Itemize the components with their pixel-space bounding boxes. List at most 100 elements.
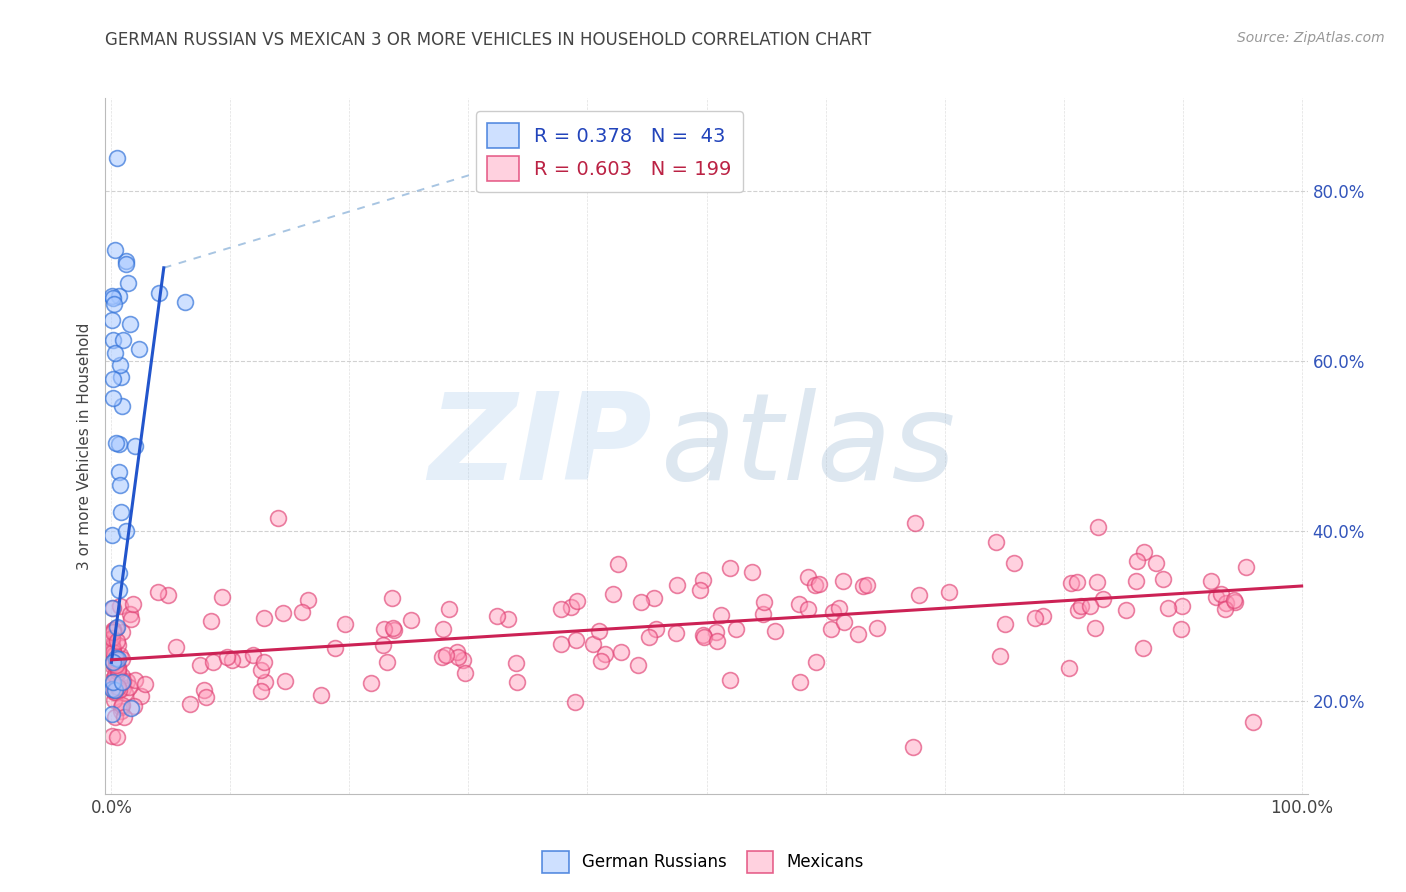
Point bbox=[108, 599, 131, 614]
Point bbox=[108, 359, 131, 373]
Point bbox=[103, 682, 125, 697]
Point bbox=[852, 579, 875, 593]
Point bbox=[148, 286, 170, 301]
Point bbox=[704, 624, 727, 639]
Point bbox=[105, 620, 128, 634]
Point bbox=[105, 676, 128, 690]
Point bbox=[274, 674, 297, 689]
Point bbox=[120, 700, 142, 714]
Point bbox=[115, 254, 138, 268]
Point bbox=[250, 664, 273, 678]
Point bbox=[1225, 594, 1247, 608]
Point bbox=[375, 655, 398, 669]
Text: GERMAN RUSSIAN VS MEXICAN 3 OR MORE VEHICLES IN HOUSEHOLD CORRELATION CHART: GERMAN RUSSIAN VS MEXICAN 3 OR MORE VEHI… bbox=[105, 31, 872, 49]
Point bbox=[105, 659, 128, 673]
Point bbox=[105, 663, 128, 677]
Point bbox=[111, 698, 134, 712]
Legend: German Russians, Mexicans: German Russians, Mexicans bbox=[536, 845, 870, 880]
Point bbox=[637, 630, 659, 644]
Point bbox=[101, 645, 124, 659]
Point bbox=[593, 647, 616, 661]
Point bbox=[588, 624, 610, 639]
Point bbox=[1032, 608, 1054, 623]
Point bbox=[101, 372, 124, 386]
Point bbox=[108, 566, 131, 580]
Point bbox=[627, 657, 650, 672]
Point bbox=[101, 646, 124, 660]
Point bbox=[101, 707, 124, 722]
Point bbox=[1087, 575, 1109, 590]
Point bbox=[506, 674, 529, 689]
Point bbox=[200, 614, 222, 628]
Point bbox=[789, 674, 811, 689]
Point bbox=[485, 609, 508, 624]
Point bbox=[101, 675, 124, 690]
Point bbox=[108, 648, 131, 663]
Point bbox=[446, 645, 468, 659]
Point bbox=[107, 665, 129, 679]
Point bbox=[103, 333, 125, 347]
Point bbox=[117, 276, 139, 290]
Point bbox=[333, 616, 356, 631]
Point bbox=[297, 593, 319, 607]
Point bbox=[194, 690, 217, 704]
Point bbox=[128, 343, 150, 357]
Point bbox=[101, 729, 124, 743]
Point bbox=[665, 625, 688, 640]
Point bbox=[101, 625, 124, 640]
Point bbox=[706, 634, 728, 648]
Point bbox=[108, 478, 131, 492]
Point bbox=[105, 436, 128, 450]
Point bbox=[165, 640, 187, 655]
Point bbox=[101, 391, 124, 405]
Point bbox=[430, 649, 453, 664]
Point bbox=[1057, 661, 1080, 675]
Point bbox=[1084, 621, 1107, 635]
Point bbox=[107, 289, 129, 303]
Text: atlas: atlas bbox=[661, 387, 956, 505]
Point bbox=[103, 243, 125, 257]
Point bbox=[856, 578, 879, 592]
Point bbox=[105, 730, 128, 744]
Point bbox=[107, 660, 129, 674]
Point bbox=[1060, 576, 1083, 591]
Point bbox=[806, 655, 828, 669]
Point bbox=[103, 296, 125, 310]
Point bbox=[103, 693, 125, 707]
Point bbox=[101, 656, 124, 670]
Point bbox=[120, 607, 142, 621]
Point bbox=[104, 346, 127, 360]
Point bbox=[104, 653, 127, 667]
Point bbox=[1171, 599, 1194, 614]
Point bbox=[1087, 520, 1109, 534]
Point bbox=[104, 683, 127, 698]
Point bbox=[111, 624, 134, 639]
Point bbox=[796, 601, 818, 615]
Point bbox=[105, 676, 128, 690]
Point bbox=[211, 590, 233, 604]
Point bbox=[110, 700, 132, 714]
Legend: R = 0.378   N =  43, R = 0.603   N = 199: R = 0.378 N = 43, R = 0.603 N = 199 bbox=[475, 112, 744, 193]
Point bbox=[807, 577, 830, 591]
Point bbox=[111, 681, 134, 695]
Point bbox=[901, 740, 924, 755]
Point bbox=[103, 684, 125, 698]
Point bbox=[454, 666, 477, 681]
Point bbox=[550, 637, 572, 651]
Point bbox=[645, 622, 668, 636]
Point bbox=[101, 640, 124, 655]
Point bbox=[101, 673, 124, 688]
Point bbox=[101, 632, 124, 646]
Point bbox=[104, 685, 127, 699]
Point bbox=[1144, 557, 1167, 571]
Point bbox=[565, 593, 588, 607]
Point bbox=[591, 654, 613, 668]
Point bbox=[453, 653, 475, 667]
Point bbox=[797, 570, 820, 584]
Point bbox=[831, 574, 853, 588]
Point bbox=[496, 612, 519, 626]
Point bbox=[630, 595, 652, 609]
Point bbox=[602, 587, 624, 601]
Point bbox=[1002, 556, 1025, 570]
Point bbox=[309, 688, 332, 702]
